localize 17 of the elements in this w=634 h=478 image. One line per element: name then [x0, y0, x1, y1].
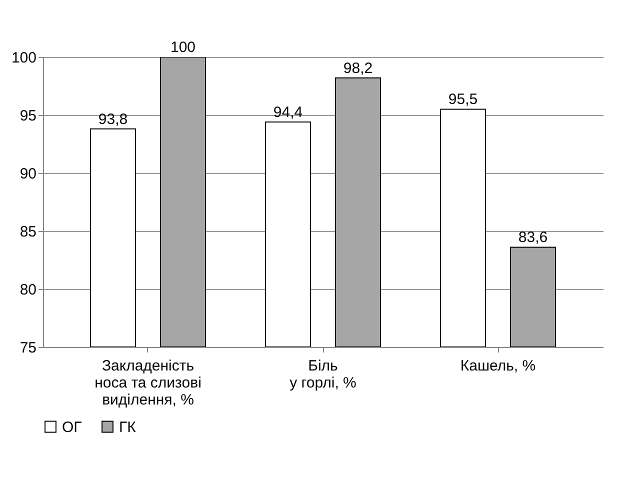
data-label: 100 — [170, 39, 196, 56]
data-label: 95,5 — [448, 91, 478, 108]
legend-label: ОГ — [62, 418, 82, 436]
data-label: 94,4 — [273, 104, 303, 121]
y-tick-label: 100 — [11, 50, 36, 66]
y-tick-label: 90 — [20, 166, 36, 182]
x-tick-label: Закладеність носа та слизові виділення, % — [94, 358, 202, 408]
data-label: 83,6 — [518, 229, 548, 246]
x-tick-label: Біль у горлі, % — [290, 358, 356, 392]
x-tick-label: Кашель, % — [460, 358, 536, 374]
y-tick-label: 85 — [20, 224, 36, 240]
data-label: 98,2 — [343, 60, 373, 77]
legend-label: ГК — [119, 418, 136, 436]
y-tick-label: 75 — [20, 340, 36, 356]
y-tick-label: 80 — [20, 282, 36, 298]
data-label: 93,8 — [98, 110, 128, 128]
y-tick-label: 95 — [20, 108, 36, 124]
